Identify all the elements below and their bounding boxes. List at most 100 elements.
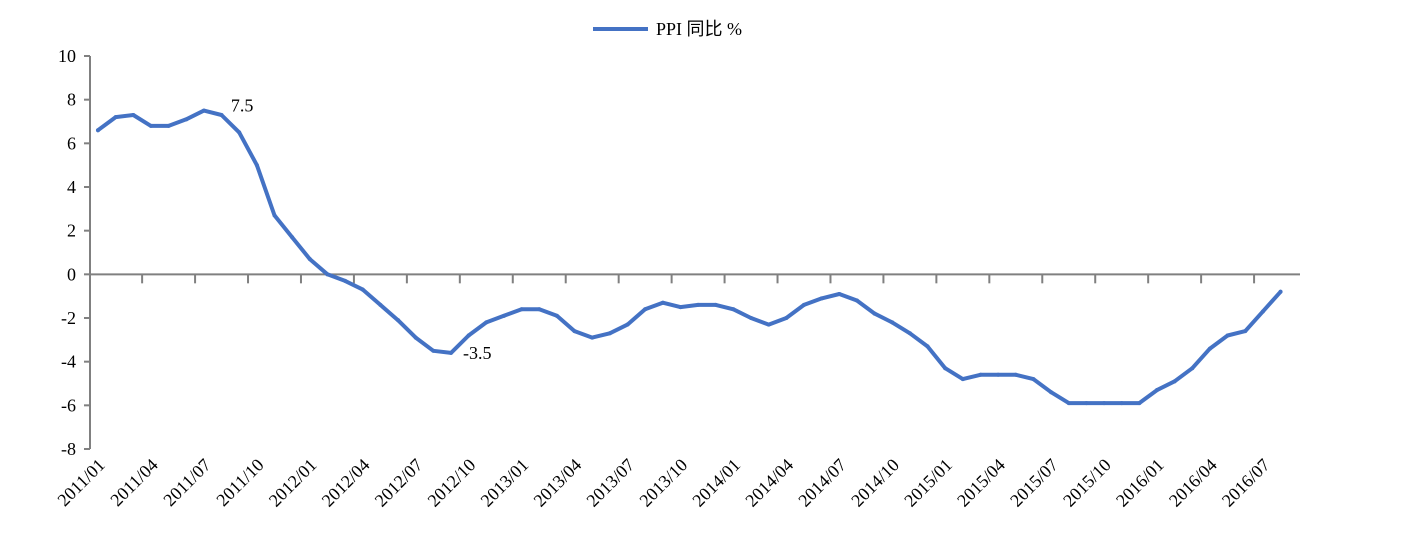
- data-point: [713, 302, 718, 307]
- data-point: [996, 372, 1001, 377]
- data-point: [643, 307, 648, 312]
- data-point: [1102, 401, 1107, 406]
- series-group: [96, 108, 1283, 406]
- x-tick-label: 2015/04: [953, 455, 1009, 511]
- data-point: [678, 305, 683, 310]
- x-tick-label: 2014/01: [688, 455, 744, 511]
- data-point: [625, 322, 630, 327]
- data-point: [449, 350, 453, 355]
- y-tick-label: 2: [67, 221, 76, 241]
- y-tick-label: 10: [58, 46, 76, 66]
- data-point: [237, 130, 242, 135]
- data-point: [1013, 372, 1018, 377]
- x-tick-label: 2014/07: [794, 455, 850, 511]
- data-point: [1155, 388, 1159, 393]
- data-point: [290, 235, 295, 240]
- data-point: [307, 257, 312, 262]
- data-point: [537, 307, 542, 312]
- data-point: [1260, 309, 1265, 314]
- data-point: [1049, 390, 1054, 395]
- x-tick-label: 2013/07: [582, 455, 638, 511]
- data-point: [960, 377, 965, 382]
- data-point: [148, 123, 153, 128]
- x-tick-label: 2015/10: [1059, 455, 1115, 511]
- data-point: [943, 366, 948, 371]
- data-point: [1278, 289, 1283, 294]
- x-tick-label: 2011/04: [106, 455, 161, 510]
- data-point: [131, 112, 136, 117]
- data-point: [166, 123, 171, 128]
- legend-label: PPI 同比 %: [656, 19, 742, 39]
- data-point: [802, 302, 806, 307]
- data-point: [360, 287, 365, 292]
- data-point: [890, 320, 895, 325]
- data-point: [343, 278, 348, 283]
- y-tick-label: 8: [67, 90, 76, 110]
- data-point: [819, 296, 824, 301]
- y-tick-label: -4: [61, 352, 76, 372]
- data-point: [1119, 401, 1124, 406]
- annotations: 7.5 -3.5: [231, 96, 492, 363]
- x-tick-label: 2013/10: [635, 455, 691, 511]
- x-tick-label: 2012/07: [371, 455, 427, 511]
- data-point: [325, 272, 330, 277]
- x-tick-label: 2016/07: [1218, 455, 1274, 511]
- y-tick-label: 0: [67, 264, 76, 284]
- data-point: [378, 302, 383, 307]
- y-tick-label: -6: [61, 395, 76, 415]
- x-tick-label: 2016/01: [1112, 455, 1168, 511]
- data-point: [1207, 346, 1212, 351]
- data-point: [925, 344, 930, 349]
- data-point: [607, 331, 612, 336]
- x-axis-ticks: 2011/012011/042011/072011/102012/012012/…: [53, 274, 1274, 511]
- data-label-annotation: -3.5: [463, 343, 492, 363]
- x-tick-label: 2015/07: [1006, 455, 1062, 511]
- x-tick-label: 2012/04: [318, 455, 374, 511]
- data-point: [784, 316, 789, 320]
- data-point: [731, 307, 736, 312]
- data-point: [1031, 377, 1036, 382]
- data-point: [484, 320, 489, 325]
- y-tick-label: 6: [67, 133, 76, 153]
- data-point: [96, 128, 100, 133]
- data-point: [1172, 379, 1177, 384]
- data-point: [1137, 401, 1142, 406]
- data-point: [978, 372, 983, 377]
- data-point: [272, 213, 277, 218]
- x-tick-label: 2015/01: [900, 455, 956, 511]
- data-point: [113, 115, 118, 120]
- data-point: [466, 333, 471, 338]
- x-tick-label: 2013/01: [477, 455, 533, 511]
- series-line-ppi: [96, 108, 1283, 406]
- x-tick-label: 2016/04: [1165, 455, 1221, 511]
- data-point: [519, 307, 524, 312]
- data-point: [1066, 401, 1071, 406]
- x-tick-label: 2012/01: [265, 455, 321, 511]
- x-tick-label: 2012/10: [424, 455, 480, 511]
- data-point: [201, 108, 206, 113]
- y-tick-label: 4: [67, 177, 76, 197]
- data-point: [854, 298, 859, 303]
- data-point: [413, 335, 418, 340]
- x-tick-label: 2014/10: [847, 455, 903, 511]
- x-tick-label: 2014/04: [741, 455, 797, 511]
- axes: [89, 56, 1300, 449]
- data-point: [1225, 333, 1230, 338]
- data-point: [749, 316, 754, 320]
- data-point: [431, 348, 436, 353]
- data-point: [1190, 366, 1195, 371]
- data-point: [590, 335, 595, 340]
- data-point: [907, 331, 912, 336]
- y-tick-label: -8: [61, 439, 76, 459]
- x-tick-label: 2011/10: [212, 455, 267, 510]
- data-point: [396, 318, 401, 323]
- data-point: [1243, 329, 1248, 334]
- data-point: [766, 322, 771, 327]
- y-tick-label: -2: [61, 308, 76, 328]
- data-point: [184, 117, 189, 122]
- x-tick-label: 2011/01: [53, 455, 108, 510]
- legend: PPI 同比 %: [593, 19, 742, 39]
- data-label-annotation: 7.5: [231, 96, 254, 116]
- data-point: [660, 300, 665, 305]
